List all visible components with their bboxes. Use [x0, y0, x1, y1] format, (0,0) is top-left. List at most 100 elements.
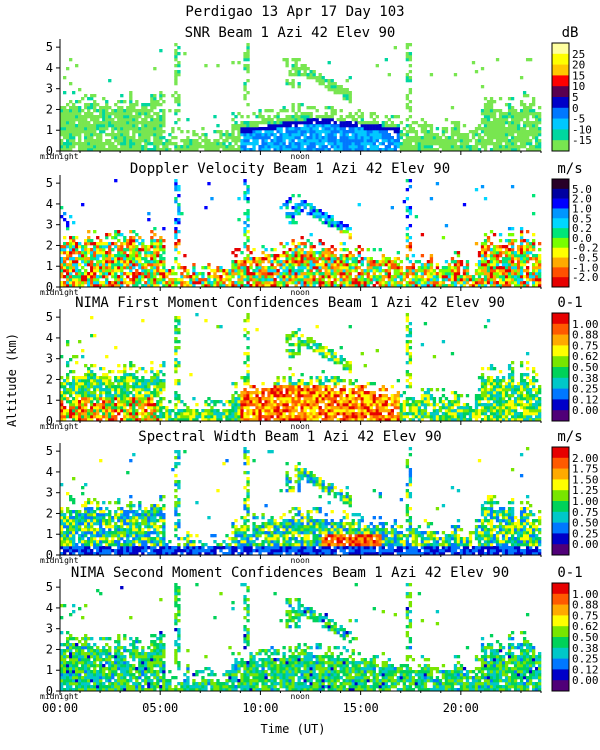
heatmap-cell: [459, 260, 464, 264]
heatmap-cell: [453, 260, 458, 264]
heatmap-cell: [246, 130, 250, 134]
heatmap-cell: [456, 148, 461, 152]
heatmap-cell: [75, 266, 79, 270]
heatmap-cell: [177, 64, 181, 68]
heatmap-cell: [477, 278, 482, 282]
heatmap-cell: [312, 130, 316, 134]
heatmap-cell: [246, 281, 250, 285]
heatmap-cell: [81, 266, 85, 270]
heatmap-cell: [294, 112, 298, 116]
heatmap-cell: [270, 269, 274, 273]
heatmap-cell: [123, 278, 127, 282]
heatmap-cell: [339, 115, 343, 119]
heatmap-cell: [357, 260, 361, 264]
heatmap-cell: [99, 254, 103, 258]
heatmap-cell: [312, 266, 316, 270]
heatmap-cell: [357, 145, 361, 149]
heatmap-cell: [477, 269, 482, 273]
heatmap-cell: [192, 145, 196, 149]
heatmap-cell: [399, 133, 404, 137]
heatmap-cell: [309, 106, 313, 110]
heatmap-cell: [63, 388, 67, 392]
heatmap-cell: [225, 136, 229, 140]
heatmap-cell: [279, 418, 283, 422]
heatmap-cell: [63, 263, 67, 267]
heatmap-cell: [138, 127, 142, 131]
heatmap-cell: [216, 325, 220, 329]
heatmap-cell: [489, 100, 494, 104]
heatmap-cell: [141, 379, 145, 383]
heatmap-cell: [87, 127, 91, 131]
heatmap-cell: [69, 403, 73, 407]
heatmap-cell: [456, 124, 461, 128]
heatmap-cell: [285, 61, 289, 65]
heatmap-cell: [78, 400, 82, 404]
heatmap-cell: [345, 275, 349, 279]
heatmap-cell: [126, 145, 130, 149]
heatmap-cell: [63, 127, 67, 131]
heatmap-cell: [285, 409, 289, 413]
heatmap-cell: [285, 275, 289, 279]
heatmap-cell: [363, 130, 367, 134]
heatmap-cell: [87, 391, 91, 395]
colorbar-swatch: [552, 179, 569, 190]
heatmap-cell: [177, 52, 181, 56]
heatmap-cell: [288, 139, 292, 143]
heatmap-cell: [294, 64, 298, 68]
heatmap-cell: [270, 397, 274, 401]
heatmap-cell: [312, 133, 316, 137]
heatmap-cell: [429, 197, 434, 201]
heatmap-cell: [129, 242, 133, 246]
heatmap-cell: [462, 269, 467, 273]
heatmap-cell: [60, 115, 64, 119]
heatmap-cell: [63, 242, 67, 246]
heatmap-cell: [492, 233, 497, 237]
heatmap-cell: [153, 391, 157, 395]
heatmap-cell: [414, 269, 419, 273]
heatmap-cell: [339, 272, 343, 276]
heatmap-cell: [78, 109, 82, 113]
heatmap-cell: [210, 406, 214, 410]
heatmap-cell: [207, 403, 211, 407]
heatmap-cell: [90, 112, 94, 116]
heatmap-cell: [480, 281, 485, 285]
heatmap-cell: [204, 278, 208, 282]
heatmap-cell: [231, 130, 235, 134]
heatmap-cell: [258, 284, 262, 288]
heatmap-cell: [486, 269, 491, 273]
heatmap-cell: [231, 269, 235, 273]
heatmap-cell: [309, 112, 313, 116]
heatmap-cell: [105, 275, 109, 279]
heatmap-cell: [153, 281, 157, 285]
heatmap-cell: [60, 394, 64, 398]
heatmap-cell: [243, 64, 247, 68]
heatmap-cell: [516, 124, 521, 128]
heatmap-cell: [216, 148, 220, 152]
heatmap-cell: [450, 284, 455, 288]
heatmap-cell: [375, 269, 379, 273]
heatmap-cell: [243, 263, 247, 267]
heatmap-cell: [81, 118, 85, 122]
heatmap-cell: [135, 145, 139, 149]
heatmap-cell: [312, 136, 316, 140]
heatmap-cell: [510, 124, 515, 128]
heatmap-cell: [525, 251, 530, 255]
heatmap-cell: [177, 361, 181, 365]
heatmap-cell: [66, 397, 70, 401]
heatmap-cell: [453, 284, 458, 288]
heatmap-cell: [231, 139, 235, 143]
heatmap-cell: [204, 284, 208, 288]
heatmap-cell: [81, 254, 85, 258]
heatmap-cell: [246, 275, 250, 279]
heatmap-cell: [531, 103, 536, 107]
heatmap-cell: [366, 278, 370, 282]
heatmap-cell: [72, 130, 76, 134]
heatmap-cell: [156, 281, 160, 285]
heatmap-cell: [177, 394, 181, 398]
heatmap-cell: [513, 115, 518, 119]
heatmap-cell: [528, 112, 533, 116]
heatmap-cell: [96, 136, 100, 140]
heatmap-cell: [258, 109, 262, 113]
heatmap-cell: [441, 127, 446, 131]
heatmap-cell: [480, 130, 485, 134]
